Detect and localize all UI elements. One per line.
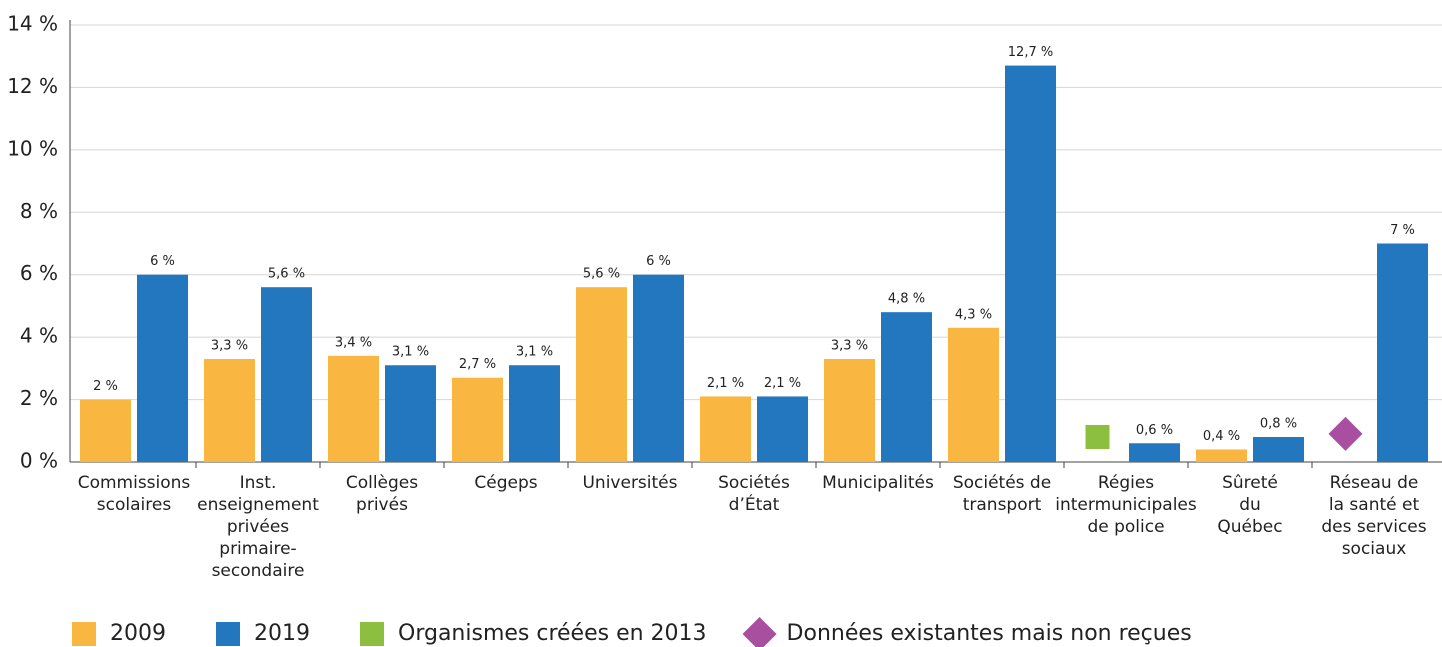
x-tick-label: sociaux [1342, 539, 1407, 559]
bar [137, 274, 188, 462]
symbol-diamond [1328, 416, 1363, 451]
x-tick-label: du [1239, 495, 1261, 515]
value-label: 0,6 % [1136, 423, 1173, 438]
bar [881, 312, 932, 462]
bar [204, 358, 255, 462]
bar [1129, 443, 1180, 462]
bar [328, 355, 379, 462]
value-label: 12,7 % [1008, 45, 1053, 60]
x-tick-label: d’État [729, 493, 780, 515]
x-tick-label: privés [356, 495, 408, 515]
legend-label: Données existantes mais non reçues [787, 621, 1192, 646]
legend-label: 2019 [254, 621, 310, 646]
bar [452, 377, 503, 462]
value-label: 0,8 % [1260, 417, 1297, 432]
value-label: 3,3 % [831, 338, 868, 353]
bar [757, 396, 808, 462]
bar [509, 365, 560, 462]
value-label: 3,4 % [335, 335, 372, 350]
y-tick-label: 14 % [7, 12, 58, 36]
bar [1377, 243, 1428, 462]
x-tick-label: Québec [1217, 517, 1282, 537]
x-tick-label: Sociétés de [953, 473, 1051, 493]
x-tick-label: privées [227, 517, 289, 537]
bar [633, 274, 684, 462]
y-tick-label: 12 % [7, 74, 58, 98]
x-tick-label: enseignement [197, 495, 319, 515]
value-label: 2 % [93, 379, 118, 394]
value-label: 3,1 % [516, 345, 553, 360]
value-label: 2,1 % [707, 376, 744, 391]
x-tick-label: Sûreté [1222, 473, 1278, 493]
bar [948, 327, 999, 462]
value-label: 3,1 % [392, 345, 429, 360]
y-tick-label: 4 % [20, 324, 58, 348]
value-label: 7 % [1390, 223, 1415, 238]
value-label: 3,3 % [211, 338, 248, 353]
x-tick-label: la santé et [1329, 495, 1420, 515]
x-tick-label: scolaires [97, 495, 172, 515]
value-label: 5,6 % [583, 267, 620, 282]
bar [700, 396, 751, 462]
bar [824, 358, 875, 462]
bar [1253, 437, 1304, 462]
x-tick-label: Universités [582, 473, 677, 493]
symbol-square [1085, 425, 1110, 450]
x-tick-label: secondaire [212, 561, 305, 581]
y-tick-label: 6 % [20, 261, 58, 285]
x-tick-label: Réseau de [1330, 473, 1419, 493]
legend-label: Organismes créées en 2013 [398, 621, 707, 646]
y-tick-label: 0 % [20, 449, 58, 473]
x-tick-label: Municipalités [822, 473, 934, 493]
legend-swatch [72, 622, 96, 646]
x-tick-label: intermunicipales [1055, 495, 1197, 515]
x-tick-label: Cégeps [474, 473, 537, 493]
legend-swatch [216, 622, 240, 646]
value-label: 2,7 % [459, 357, 496, 372]
x-tick-label: Collèges [346, 473, 418, 493]
y-tick-label: 2 % [20, 386, 58, 410]
bar [80, 399, 131, 462]
x-tick-label: de police [1087, 517, 1164, 537]
x-tick-label: Commissions [78, 473, 191, 493]
value-label: 4,8 % [888, 292, 925, 307]
value-label: 5,6 % [268, 267, 305, 282]
bar [1196, 449, 1247, 462]
bar [385, 365, 436, 462]
y-tick-label: 10 % [7, 136, 58, 160]
value-label: 6 % [646, 254, 671, 269]
bar [576, 287, 627, 462]
value-label: 0,4 % [1203, 429, 1240, 444]
value-label: 2,1 % [764, 376, 801, 391]
bar [1005, 65, 1056, 462]
legend-label: 2009 [110, 621, 166, 646]
x-tick-label: Régies [1098, 473, 1154, 493]
x-tick-label: transport [963, 495, 1042, 515]
x-tick-label: primaire- [219, 539, 296, 559]
x-tick-label: Sociétés [718, 473, 790, 493]
legend-swatch [742, 617, 777, 647]
value-label: 6 % [150, 254, 175, 269]
x-tick-label: Inst. [240, 473, 277, 493]
bar [261, 287, 312, 462]
y-tick-label: 8 % [20, 199, 58, 223]
legend-swatch [360, 622, 384, 646]
x-tick-label: des services [1321, 517, 1426, 537]
value-label: 4,3 % [955, 307, 992, 322]
